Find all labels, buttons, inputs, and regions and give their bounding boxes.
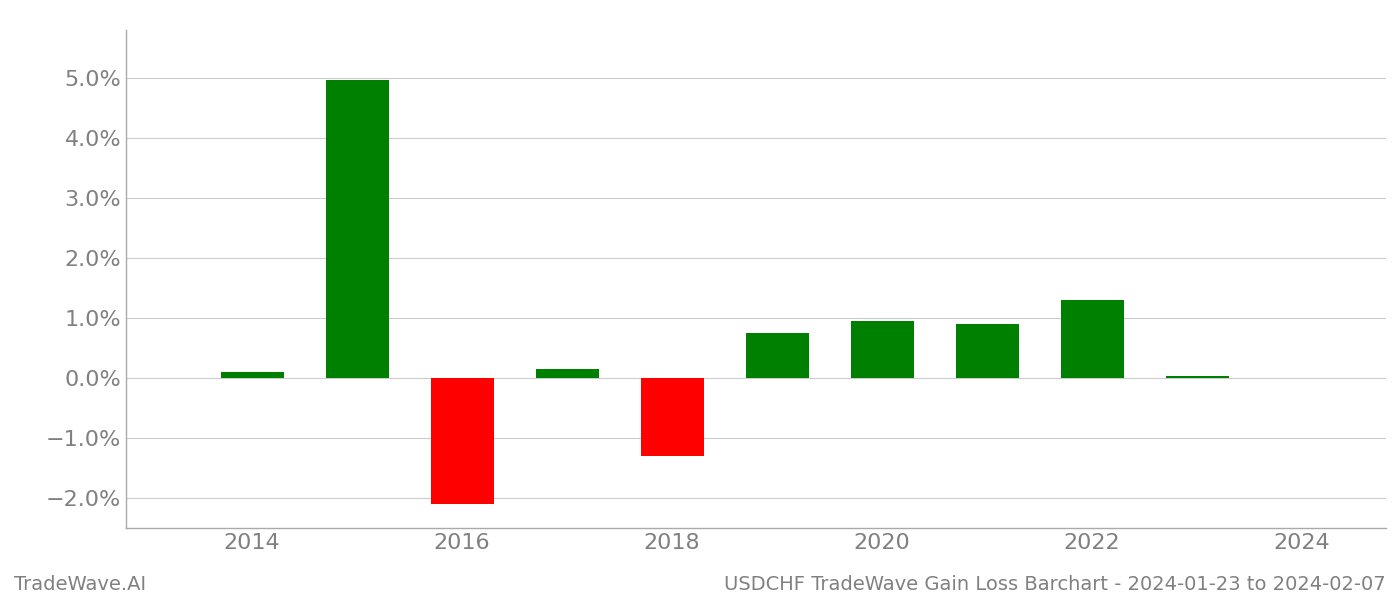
Bar [851,321,914,378]
Bar [1166,376,1229,378]
Text: TradeWave.AI: TradeWave.AI [14,575,146,594]
Bar [746,333,809,378]
Text: USDCHF TradeWave Gain Loss Barchart - 2024-01-23 to 2024-02-07: USDCHF TradeWave Gain Loss Barchart - 20… [724,575,1386,594]
Bar [1061,300,1124,378]
Bar [326,80,389,378]
Bar [956,324,1019,378]
Bar [641,378,704,456]
Bar [221,372,284,378]
Bar [431,378,494,504]
Bar [536,369,599,378]
